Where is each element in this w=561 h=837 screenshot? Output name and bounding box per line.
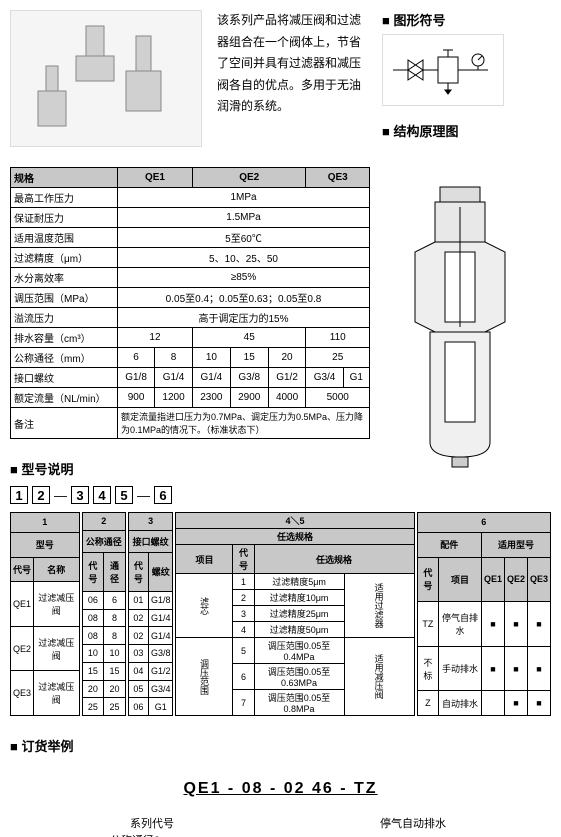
model-num-box: 1 xyxy=(10,486,28,504)
main-row: 规格 QE1 QE2 QE3 最高工作压力1MPa保证耐压力1.5MPa适用温度… xyxy=(10,167,551,512)
spec-row-label: 适用温度范围 xyxy=(11,228,118,248)
note-label: 备注 xyxy=(11,408,118,439)
model-section: 型号说明 12—345—6 xyxy=(10,459,370,504)
order-code: QE1 - 08 - 02 46 - TZ xyxy=(10,770,551,798)
spec-row-label: 最高工作压力 xyxy=(11,188,118,208)
model-table-45: 4＼5任选规格项目代号任选规格滤芯1过滤精度5μm适用过滤器2过滤精度10μm3… xyxy=(175,512,414,716)
spec-row-val: ≥85% xyxy=(118,268,370,288)
spec-col: QE2 xyxy=(192,168,306,188)
order-diagram: QE1 - 08 - 02 46 - TZ 系列代号公称通径8mm接管螺纹G1/… xyxy=(10,770,551,837)
top-row: 该系列产品将减压阀和过滤器组合在一个阀体上，节省了空间并具有过滤器和减压阀各自的… xyxy=(10,10,551,147)
spec-row-label: 溢流压力 xyxy=(11,308,118,328)
spec-table-wrap: 规格 QE1 QE2 QE3 最高工作压力1MPa保证耐压力1.5MPa适用温度… xyxy=(10,167,370,512)
symbol-diagram xyxy=(382,34,504,106)
order-annotation: 停气自动排水 xyxy=(380,815,446,831)
model-title: 型号说明 xyxy=(10,459,370,478)
spec-col: QE3 xyxy=(306,168,370,188)
spec-header-label: 规格 xyxy=(11,168,118,188)
model-tables: 1型号代号名称QE1过滤减压阀QE2过滤减压阀QE3过滤减压阀2公称通径代号通径… xyxy=(10,512,551,716)
model-table-1: 1型号代号名称QE1过滤减压阀QE2过滤减压阀QE3过滤减压阀 xyxy=(10,512,80,716)
spec-row-label: 过滤精度（μm） xyxy=(11,248,118,268)
spec-row-val: 5、10、25、50 xyxy=(118,248,370,268)
structure-title: 结构原理图 xyxy=(382,121,551,140)
product-image xyxy=(10,10,202,147)
description-text: 该系列产品将减压阀和过滤器组合在一个阀体上，节省了空间并具有过滤器和减压阀各自的… xyxy=(217,10,367,147)
model-table-3: 3接口螺纹代号螺纹01G1/802G1/402G1/403G3/804G1/20… xyxy=(128,512,174,716)
order-annotation: 系列代号 xyxy=(130,815,174,831)
spec-row-val: 1.5MPa xyxy=(118,208,370,228)
spec-row-val: 5至60℃ xyxy=(118,228,370,248)
spec-row-label: 水分离效率 xyxy=(11,268,118,288)
right-column: 图形符号 结构原理图 xyxy=(382,10,551,147)
structure-diagram xyxy=(385,177,535,477)
spec-row-val: 高于调定压力的15% xyxy=(118,308,370,328)
model-table-2: 2公称通径代号通径0660880881010151520202525 xyxy=(82,512,126,716)
model-num-box: 4 xyxy=(93,486,111,504)
model-num-box: 2 xyxy=(32,486,50,504)
note-text: 额定流量指进口压力为0.7MPa、调定压力为0.5MPa、压力降为0.1MPa的… xyxy=(118,408,370,439)
order-title: 订货举例 xyxy=(10,736,551,755)
model-table-6: 6配件适用型号代号项目QE1QE2QE3TZ停气自排水■■■不标手动排水■■■Z… xyxy=(417,512,551,716)
spec-row-label: 调压范围（MPa） xyxy=(11,288,118,308)
spec-table: 规格 QE1 QE2 QE3 最高工作压力1MPa保证耐压力1.5MPa适用温度… xyxy=(10,167,370,439)
order-annotation: 公称通径8mm xyxy=(110,832,178,837)
spec-row-val: 1MPa xyxy=(118,188,370,208)
symbol-title: 图形符号 xyxy=(382,10,551,29)
spec-row-val: 0.05至0.4；0.05至0.63；0.05至0.8 xyxy=(118,288,370,308)
model-num-box: 3 xyxy=(71,486,89,504)
spec-row-label: 保证耐压力 xyxy=(11,208,118,228)
model-num-box: 5 xyxy=(115,486,133,504)
model-number-row: 12—345—6 xyxy=(10,486,370,504)
order-section: 订货举例 QE1 - 08 - 02 46 - TZ 系列代号公称通径8mm接管… xyxy=(10,736,551,837)
spec-col: QE1 xyxy=(118,168,193,188)
model-num-box: 6 xyxy=(154,486,172,504)
